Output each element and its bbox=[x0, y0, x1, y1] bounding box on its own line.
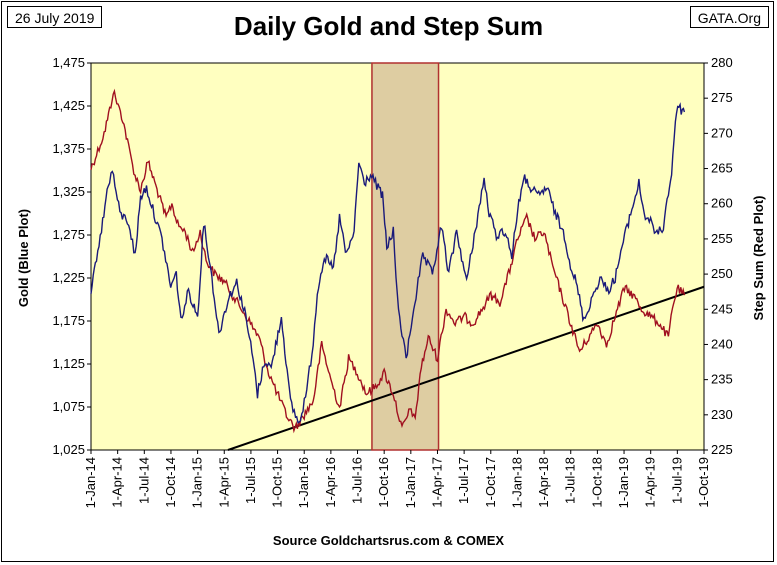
x-axis-tick-label: 1-Apr-17 bbox=[430, 457, 445, 508]
y-axis-right-tick-label: 230 bbox=[711, 407, 733, 422]
x-axis-tick-label: 1-Apr-16 bbox=[323, 457, 338, 508]
y-axis-right-tick-label: 260 bbox=[711, 196, 733, 211]
y-axis-left-tick-label: 1,175 bbox=[52, 313, 85, 328]
y-axis-left-title: Gold (Blue Plot) bbox=[16, 209, 31, 307]
chart-title: Daily Gold and Step Sum bbox=[233, 11, 544, 41]
trend-line bbox=[227, 285, 705, 451]
x-axis-tick-label: 1-Oct-16 bbox=[376, 457, 391, 508]
x-axis-tick-label: 1-Jul-19 bbox=[669, 457, 684, 504]
y-axis-right-tick-label: 265 bbox=[711, 161, 733, 176]
x-axis-tick-label: 1-Oct-19 bbox=[696, 457, 711, 508]
x-axis-tick-label: 1-Jan-14 bbox=[83, 457, 98, 508]
y-axis-left-tick-label: 1,425 bbox=[52, 98, 85, 113]
x-axis-tick-label: 1-Apr-18 bbox=[536, 457, 551, 508]
x-axis-tick-label: 1-Apr-14 bbox=[110, 457, 125, 508]
y-axis-left-tick-label: 1,275 bbox=[52, 227, 85, 242]
organization-label: GATA.Org bbox=[689, 6, 769, 28]
x-axis-tick-label: 1-Apr-19 bbox=[643, 457, 658, 508]
y-axis-right-tick-label: 235 bbox=[711, 372, 733, 387]
date-label: 26 July 2019 bbox=[7, 6, 103, 28]
y-axis-right-tick-label: 280 bbox=[711, 55, 733, 70]
x-axis-tick-label: 1-Jul-17 bbox=[456, 457, 471, 504]
axes-group: 1,025 1,075 1,125 1,175 1,225 1,275 1,325 1,375… bbox=[52, 55, 732, 508]
series-group bbox=[90, 88, 705, 451]
x-axis-tick-label: 1-Jan-18 bbox=[509, 457, 524, 508]
x-axis-tick-label: 1-Jan-15 bbox=[190, 457, 205, 508]
y-axis-right-tick-label: 225 bbox=[711, 442, 733, 457]
x-axis-tick-label: 1-Apr-15 bbox=[216, 457, 231, 508]
y-axis-left-tick-label: 1,375 bbox=[52, 141, 85, 156]
x-axis-tick-label: 1-Oct-14 bbox=[163, 457, 178, 508]
y-axis-left-tick-label: 1,025 bbox=[52, 442, 85, 457]
y-axis-right-tick-label: 275 bbox=[711, 90, 733, 105]
x-axis-tick-label: 1-Oct-17 bbox=[483, 457, 498, 508]
y-axis-left-tick-label: 1,125 bbox=[52, 356, 85, 371]
y-axis-right-tick-label: 240 bbox=[711, 336, 733, 351]
y-axis-right-title: Step Sum (Red Plot) bbox=[751, 196, 766, 321]
y-axis-left-tick-label: 1,475 bbox=[52, 55, 85, 70]
gold-series-line bbox=[90, 102, 686, 424]
x-axis-tick-label: 1-Oct-18 bbox=[589, 457, 604, 508]
x-axis-tick-label: 1-Jan-16 bbox=[296, 457, 311, 508]
step-sum-series-line bbox=[90, 88, 686, 434]
y-axis-right-tick-label: 250 bbox=[711, 266, 733, 281]
x-axis-tick-label: 1-Jan-19 bbox=[616, 457, 631, 508]
y-axis-right-tick-label: 255 bbox=[711, 231, 733, 246]
shaded-region bbox=[371, 62, 440, 451]
y-axis-right-tick-label: 270 bbox=[711, 125, 733, 140]
x-axis-tick-label: 1-Jul-14 bbox=[136, 457, 151, 504]
y-axis-right-tick-label: 245 bbox=[711, 301, 733, 316]
y-axis-left-tick-label: 1,225 bbox=[52, 270, 85, 285]
x-axis-tick-label: 1-Jan-17 bbox=[403, 457, 418, 508]
source-note: Source Goldchartsrus.com & COMEX bbox=[272, 533, 505, 548]
x-axis-tick-label: 1-Jul-18 bbox=[563, 457, 578, 504]
y-axis-left-tick-label: 1,325 bbox=[52, 184, 85, 199]
x-axis-tick-label: 1-Oct-15 bbox=[270, 457, 285, 508]
x-axis-tick-label: 1-Jul-15 bbox=[243, 457, 258, 504]
shaded-region-group bbox=[371, 62, 440, 451]
y-axis-left-tick-label: 1,075 bbox=[52, 399, 85, 414]
x-axis-tick-label: 1-Jul-16 bbox=[350, 457, 365, 504]
